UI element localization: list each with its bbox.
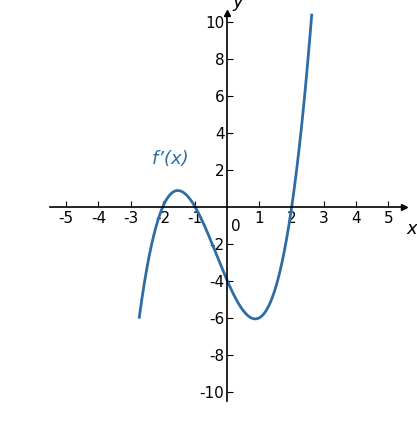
Text: f’(x): f’(x) [152,150,190,168]
Text: y: y [232,0,243,11]
Text: 0: 0 [231,219,241,234]
Text: x: x [406,220,417,238]
